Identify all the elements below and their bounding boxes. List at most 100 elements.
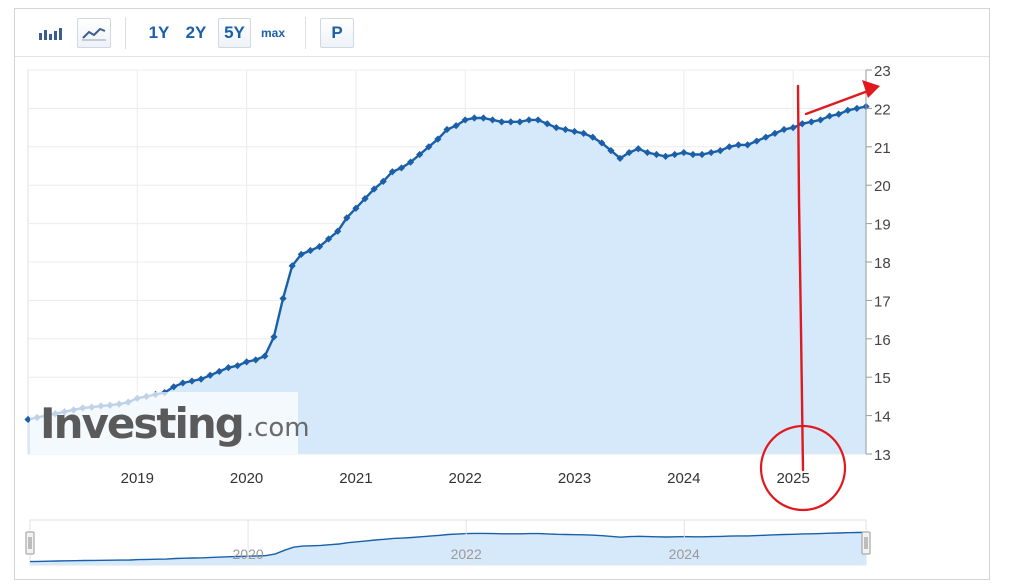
data-point (607, 147, 615, 155)
y-tick-label: 16 (874, 332, 891, 349)
data-point (680, 148, 688, 157)
data-point (197, 375, 205, 383)
data-point (580, 129, 588, 137)
y-tick-label: 22 (874, 101, 891, 118)
data-point (370, 185, 378, 193)
x-tick-label: 2023 (558, 470, 591, 487)
data-point (771, 129, 779, 137)
annotation-vertical-line (796, 84, 805, 472)
data-point (425, 143, 433, 151)
annotation-arrowhead (862, 80, 880, 98)
range-button-max[interactable]: max (260, 26, 286, 40)
logo-suffix-text: .com (245, 413, 310, 443)
y-tick-label: 15 (874, 370, 891, 387)
data-point (361, 195, 369, 203)
navigator-left-handle[interactable] (25, 531, 35, 555)
data-point (233, 362, 242, 370)
data-point (762, 133, 770, 141)
data-point (825, 112, 834, 120)
data-point (279, 294, 287, 303)
y-tick-label: 18 (874, 255, 891, 272)
data-point (434, 135, 442, 143)
bar-chart-icon (39, 28, 62, 40)
range-button-5y[interactable]: 5Y (218, 18, 251, 48)
y-tick-label: 14 (874, 409, 891, 426)
data-point (324, 235, 333, 243)
data-point (725, 143, 733, 151)
data-point (406, 158, 415, 166)
y-tick-label: 20 (874, 178, 891, 195)
data-point (297, 250, 305, 258)
investing-logo: Investing .com (30, 392, 310, 454)
line-chart-icon (82, 27, 106, 41)
y-tick-label: 19 (874, 217, 891, 234)
range-button-1y[interactable]: 1Y (148, 23, 170, 42)
hand-drawn-annotations (759, 80, 880, 512)
data-point (789, 124, 797, 132)
x-tick-label: 2019 (121, 470, 154, 487)
data-point (807, 118, 815, 126)
y-tick-label: 21 (874, 140, 891, 157)
data-point (470, 114, 478, 122)
data-point (516, 118, 524, 126)
data-point (352, 204, 360, 212)
range-button-2y[interactable]: 2Y (185, 23, 207, 42)
chart-toolbar: 1Y 2Y 5Y max P (15, 9, 989, 57)
data-point (315, 243, 324, 251)
data-point (388, 168, 396, 176)
annotation-arrow-shaft (804, 89, 870, 116)
data-point (589, 133, 597, 141)
y-axis-ticks: 13 14 15 16 17 18 19 20 21 22 23 (865, 63, 891, 464)
data-point (598, 139, 606, 147)
data-point (206, 371, 214, 379)
data-point (543, 120, 551, 128)
navigator-label: 2020 (233, 546, 264, 562)
bar-chart-button[interactable] (33, 18, 67, 48)
data-point (488, 116, 497, 124)
x-tick-label: 2025 (776, 470, 809, 487)
data-point (479, 114, 488, 122)
data-point (816, 116, 825, 124)
data-point (243, 358, 251, 366)
data-point (215, 367, 223, 376)
data-point (734, 141, 743, 149)
data-point (24, 415, 32, 424)
data-point (252, 356, 260, 364)
data-point (625, 148, 633, 157)
data-point (561, 125, 570, 134)
data-point (662, 152, 670, 160)
navigator-label: 2024 (669, 546, 700, 562)
data-point (379, 177, 387, 185)
data-point (179, 379, 187, 387)
data-point (507, 118, 515, 126)
x-tick-label: 2022 (449, 470, 482, 487)
data-point (288, 262, 296, 270)
data-point (743, 141, 752, 149)
y-tick-label: 17 (874, 293, 891, 310)
toolbar-separator (125, 17, 126, 49)
data-point (753, 137, 761, 145)
data-point (224, 364, 232, 372)
data-point (844, 106, 852, 114)
data-point (652, 150, 661, 159)
data-point (343, 214, 351, 222)
p-button[interactable]: P (320, 18, 354, 48)
data-point (270, 333, 278, 341)
data-point (671, 150, 679, 159)
range-navigator[interactable]: 2020 2022 2024 (25, 519, 871, 566)
data-point (188, 377, 196, 385)
data-point (634, 145, 642, 153)
data-point (707, 148, 715, 157)
data-point (498, 118, 506, 126)
navigator-right-handle[interactable] (861, 531, 871, 555)
x-tick-label: 2024 (667, 470, 700, 487)
x-tick-label: 2021 (339, 470, 372, 487)
data-point (698, 150, 706, 159)
y-tick-label: 23 (874, 63, 891, 80)
data-point (616, 154, 624, 162)
data-point (798, 120, 806, 128)
data-point (853, 104, 861, 112)
annotation-circle (759, 424, 847, 512)
data-point (716, 147, 724, 155)
line-chart-button[interactable] (77, 18, 111, 48)
